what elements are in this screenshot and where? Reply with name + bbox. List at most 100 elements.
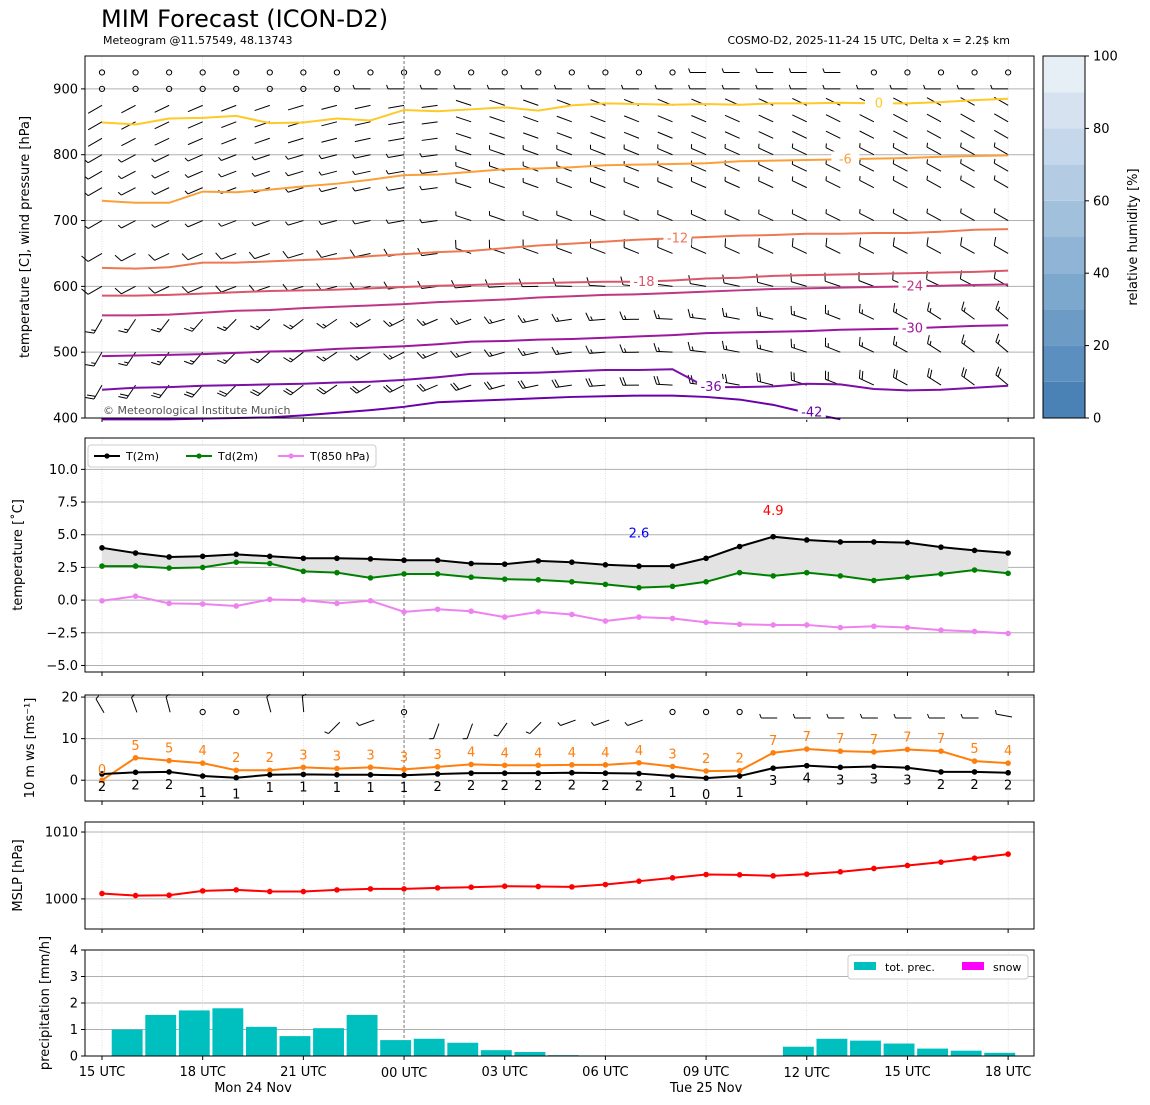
colorbar-tick-label: 80: [1093, 122, 1110, 137]
wind-barb-shaft: [87, 253, 103, 262]
x-tick-label: 12 UTC: [784, 1066, 830, 1081]
series-td2m-point: [501, 576, 508, 582]
wind-barb-shaft: [221, 137, 237, 145]
wind-barb-flag: [517, 380, 524, 389]
wind-barb-shaft: [792, 180, 807, 189]
wind-speed-label: 4: [803, 772, 811, 787]
mslp-point: [837, 869, 844, 875]
calm-wind-circle: [669, 69, 676, 76]
wind-speed-point: [99, 771, 105, 777]
wind-barb-shaft: [825, 180, 841, 189]
wind-barb-flag: [861, 371, 864, 380]
wind-barb-shaft: [858, 280, 875, 287]
wind-barb-half: [963, 307, 966, 312]
wind-barb-flag: [349, 249, 356, 258]
series-td2m-point: [803, 569, 810, 576]
series-td2m-point: [904, 574, 911, 581]
wind-barb-flag: [450, 317, 457, 325]
series-t850hpa-point: [501, 614, 508, 620]
y-tick-label: −2.5: [46, 626, 78, 641]
wind-barb-flag: [151, 361, 160, 366]
mslp-point: [938, 859, 944, 865]
wind-barb-shaft: [825, 97, 841, 106]
wind-barb-shaft: [321, 187, 338, 193]
wind-barb-flag: [892, 368, 896, 378]
wind-barb-half: [352, 84, 355, 90]
colorbar-band: [1043, 56, 1085, 93]
wind-barb-flag: [551, 379, 557, 388]
axes-frame: [84, 437, 1035, 673]
wind-barb-shaft: [489, 116, 505, 123]
wind-barb-half: [489, 351, 493, 356]
series-t850hpa-point: [468, 608, 474, 615]
gust-point: [367, 764, 374, 771]
wind-speed-label: 2: [467, 779, 475, 794]
wind-speed-label: 2: [98, 780, 106, 795]
wind-barb-shaft: [489, 132, 505, 139]
gust-point: [904, 746, 911, 753]
gust-point: [736, 767, 743, 774]
wind-barb-half: [788, 68, 792, 73]
y-tick-label: 20: [61, 691, 78, 706]
wind-barb-half: [156, 360, 162, 363]
wind-barb-half: [960, 142, 962, 147]
series-td2m-point: [971, 567, 978, 573]
gust-label: 4: [568, 746, 576, 761]
wind-barb-half: [956, 84, 960, 90]
wind-barb-shaft: [388, 104, 405, 109]
wind-barb-shaft: [724, 147, 740, 156]
wind-barb-shaft: [690, 283, 707, 287]
wind-barb-half: [251, 222, 256, 227]
wind-barb-half: [923, 84, 926, 90]
wind-barb-shaft: [859, 147, 875, 156]
wind-barb-half: [251, 172, 256, 177]
wind-barb-flag: [85, 331, 95, 334]
wind-barb-half: [91, 329, 96, 332]
y-tick-label: 10: [61, 732, 78, 747]
series-t850hpa-point: [166, 600, 172, 607]
gust-label: 2: [232, 751, 240, 766]
wind-barb-half: [522, 350, 526, 356]
axes-frame: [84, 821, 1035, 930]
wind-barb-shaft: [623, 181, 640, 189]
series-t2m-point: [434, 557, 441, 564]
wind-speed-label: 1: [299, 780, 307, 795]
wind-barb-half: [855, 84, 859, 90]
wind-barb-flag: [554, 379, 560, 388]
wind-barb-shaft: [154, 154, 170, 163]
y-tick-label: 900: [53, 82, 78, 97]
wind-barb-shaft: [121, 220, 136, 229]
wind-barb-shaft: [825, 245, 841, 254]
wind-barb-half: [822, 68, 825, 73]
wind-barb-half: [184, 190, 189, 195]
wind-barb-flag: [759, 373, 762, 382]
wind-barb-half: [657, 314, 661, 319]
wind-barb-shaft: [221, 252, 237, 260]
wind-barb-shaft: [523, 214, 539, 222]
wind-barb-shaft: [121, 104, 136, 114]
wind-barb-flag: [653, 310, 658, 319]
y-tick-label: 1000: [45, 892, 78, 907]
wind-barb-shaft: [893, 163, 908, 172]
wind-barb-shaft: [354, 137, 371, 143]
wind-barb-half: [218, 222, 222, 227]
wind-speed-label: 1: [199, 786, 207, 801]
precipitation-bar: [178, 1010, 210, 1056]
wind-barb-half: [318, 187, 322, 192]
series-td2m-point: [535, 577, 542, 583]
wind-barb-shaft: [221, 121, 237, 129]
wind-barb-shaft: [556, 214, 573, 222]
wind-barb-shaft: [893, 245, 908, 254]
wind-barb-shaft: [994, 179, 1009, 189]
wind-barb-shaft: [287, 137, 304, 144]
series-t2m-point: [300, 555, 307, 562]
wind-barb-shaft: [154, 137, 170, 146]
wind-barb-flag: [148, 286, 156, 294]
wind-barb-shaft: [859, 212, 875, 221]
wind-barb-shaft: [455, 99, 472, 106]
wind-barb-flag: [724, 374, 728, 383]
wind-barb-shaft: [792, 147, 807, 156]
wind-barb-shaft: [421, 154, 438, 158]
wind-barb-half: [455, 352, 460, 357]
series-td2m-point: [434, 571, 441, 577]
